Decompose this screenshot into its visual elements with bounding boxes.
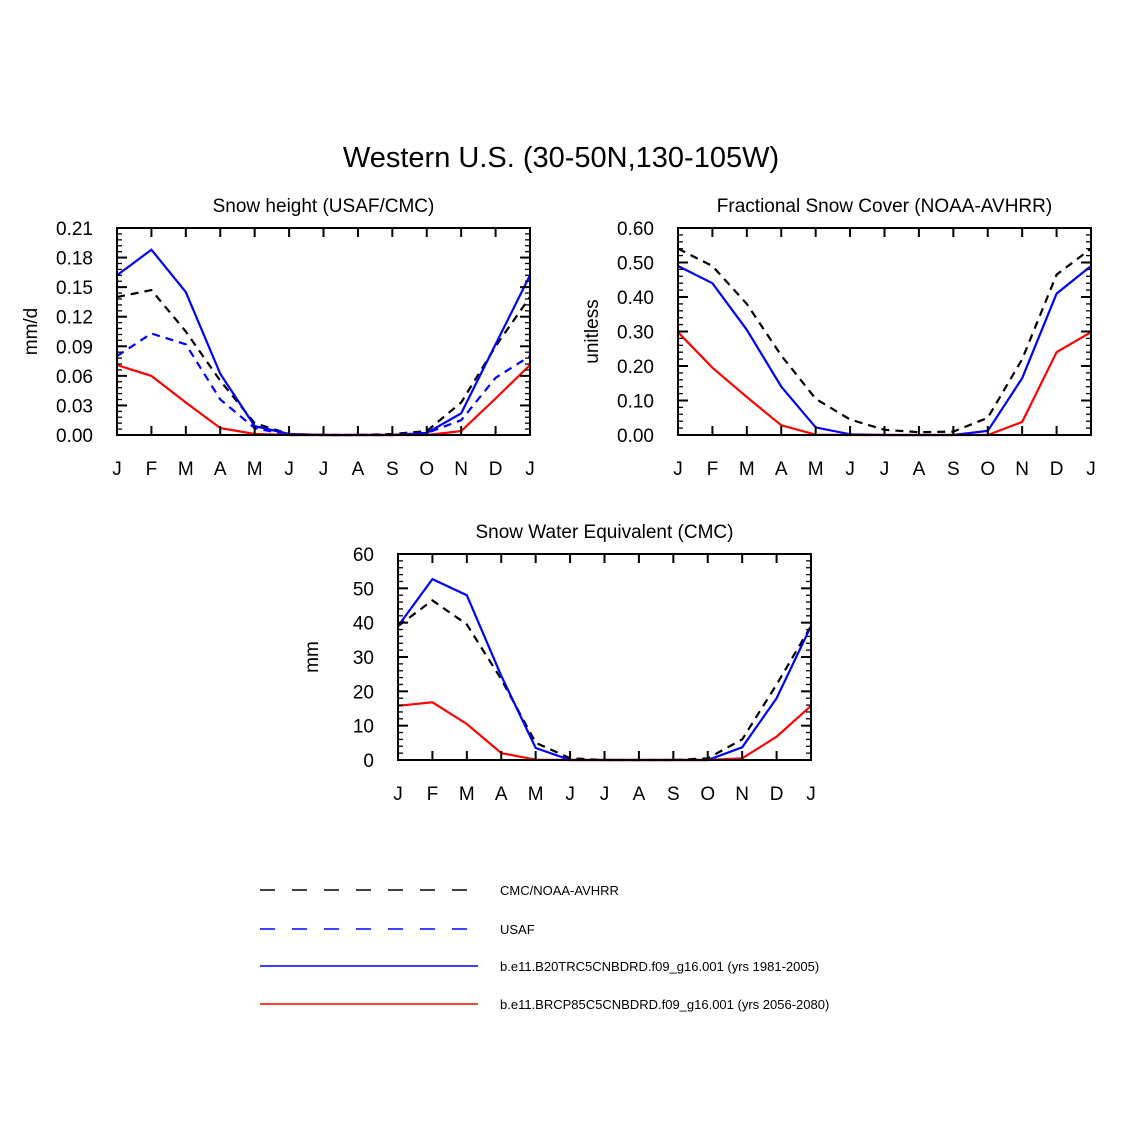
y-axis-label: unitless	[582, 299, 603, 363]
x-tick-label: J	[600, 784, 610, 805]
series-line-future	[677, 331, 1092, 437]
x-tick-label: O	[419, 459, 434, 480]
y-tick-label: 60	[353, 545, 374, 566]
x-tick-label: F	[707, 459, 719, 480]
y-tick-label: 40	[353, 614, 374, 635]
series-line-usaf	[116, 332, 531, 437]
series-line-hist	[397, 577, 812, 762]
legend-label-future: b.e11.BRCP85C5CNBDRD.f09_g16.001 (yrs 20…	[500, 997, 829, 1012]
x-tick-label: J	[112, 459, 122, 480]
y-tick-label: 0.21	[56, 219, 93, 240]
x-tick-label: N	[735, 784, 749, 805]
x-tick-label: A	[913, 459, 926, 480]
x-tick-label: A	[633, 784, 646, 805]
x-tick-label: J	[673, 459, 683, 480]
x-tick-label: J	[525, 459, 535, 480]
x-tick-label: J	[284, 459, 294, 480]
plot-frame	[116, 227, 531, 436]
panel-title: Snow height (USAF/CMC)	[213, 196, 435, 217]
x-tick-label: M	[178, 459, 194, 480]
x-tick-label: A	[775, 459, 788, 480]
series-line-obs	[677, 247, 1092, 434]
y-tick-label: 10	[353, 717, 374, 738]
panel-title: Fractional Snow Cover (NOAA-AVHRR)	[717, 196, 1052, 217]
y-tick-label: 0	[363, 751, 374, 772]
x-tick-label: J	[880, 459, 890, 480]
x-tick-label: M	[459, 784, 475, 805]
legend-label-hist: b.e11.B20TRC5CNBDRD.f09_g16.001 (yrs 198…	[500, 959, 819, 974]
y-tick-label: 30	[353, 648, 374, 669]
y-tick-label: 0.60	[617, 219, 654, 240]
panel-title: Snow Water Equivalent (CMC)	[476, 522, 734, 543]
x-tick-label: O	[700, 784, 715, 805]
y-tick-label: 0.30	[617, 323, 654, 344]
x-tick-label: J	[845, 459, 855, 480]
plot-frame	[677, 227, 1092, 436]
y-tick-label: 0.50	[617, 254, 654, 275]
x-tick-label: M	[808, 459, 824, 480]
x-tick-label: S	[947, 459, 960, 480]
x-tick-label: D	[489, 459, 503, 480]
y-tick-label: 0.15	[56, 278, 93, 299]
x-tick-label: F	[427, 784, 439, 805]
x-tick-label: D	[770, 784, 784, 805]
x-tick-label: M	[739, 459, 755, 480]
y-tick-label: 0.18	[56, 249, 93, 270]
x-tick-label: D	[1050, 459, 1064, 480]
legend-label-usaf: USAF	[500, 922, 535, 937]
y-tick-label: 0.12	[56, 308, 93, 329]
y-tick-label: 0.20	[617, 357, 654, 378]
x-tick-label: O	[980, 459, 995, 480]
x-tick-label: F	[146, 459, 158, 480]
x-tick-label: A	[352, 459, 365, 480]
x-tick-label: J	[319, 459, 329, 480]
y-tick-label: 0.00	[617, 426, 654, 447]
x-tick-label: J	[565, 784, 575, 805]
y-tick-label: 0.09	[56, 337, 93, 358]
y-axis-label: mm	[302, 641, 323, 673]
x-tick-label: A	[214, 459, 227, 480]
x-tick-label: N	[1015, 459, 1029, 480]
legend-label-obs: CMC/NOAA-AVHRR	[500, 883, 619, 898]
y-tick-label: 20	[353, 682, 374, 703]
y-tick-label: 0.03	[56, 396, 93, 417]
x-tick-label: S	[667, 784, 680, 805]
y-tick-label: 0.10	[617, 392, 654, 413]
y-tick-label: 0.40	[617, 288, 654, 309]
x-tick-label: J	[1086, 459, 1096, 480]
x-tick-label: M	[247, 459, 263, 480]
y-axis-label: mm/d	[21, 308, 42, 356]
x-tick-label: S	[386, 459, 399, 480]
x-tick-label: J	[393, 784, 403, 805]
x-tick-label: N	[454, 459, 468, 480]
y-tick-label: 0.00	[56, 426, 93, 447]
x-tick-label: M	[528, 784, 544, 805]
series-line-obs	[116, 288, 531, 437]
y-tick-label: 50	[353, 579, 374, 600]
x-tick-label: A	[495, 784, 508, 805]
y-tick-label: 0.06	[56, 367, 93, 388]
main-title: Western U.S. (30-50N,130-105W)	[342, 142, 780, 174]
x-tick-label: J	[806, 784, 816, 805]
